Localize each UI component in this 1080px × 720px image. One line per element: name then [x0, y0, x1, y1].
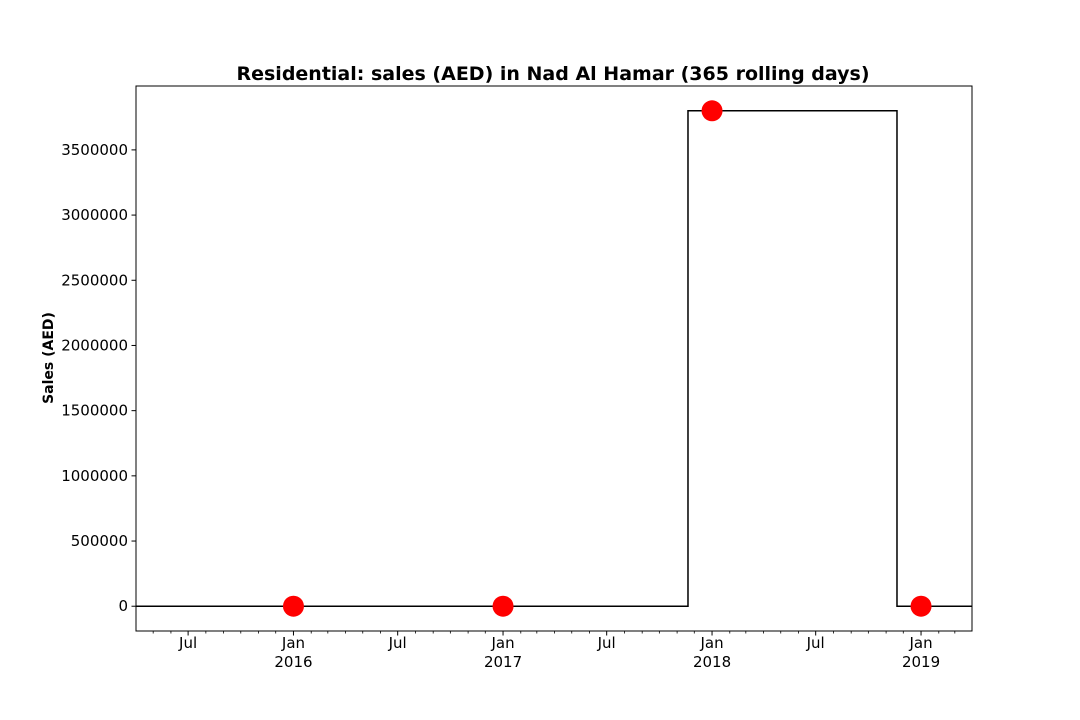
x-tick-label: Jul — [597, 634, 616, 652]
x-tick-label: Jul — [806, 634, 825, 652]
y-tick-label: 1500000 — [61, 402, 128, 420]
y-tick-label: 3500000 — [61, 141, 128, 159]
y-axis-label: Sales (AED) — [41, 312, 57, 404]
y-tick-label: 1000000 — [61, 467, 128, 485]
data-point-marker — [701, 100, 723, 122]
x-tick-year-label: 2018 — [693, 653, 731, 671]
chart-title: Residential: sales (AED) in Nad Al Hamar… — [236, 63, 869, 85]
y-tick-label: 2500000 — [61, 271, 128, 289]
x-tick-label: Jan — [281, 634, 305, 652]
x-tick-year-label: 2016 — [274, 653, 312, 671]
x-tick-label: Jan — [699, 634, 723, 652]
x-tick-year-label: 2017 — [484, 653, 522, 671]
data-point-marker — [282, 595, 304, 617]
x-tick-label: Jul — [178, 634, 197, 652]
data-point-marker — [910, 595, 932, 617]
y-tick-label: 500000 — [71, 532, 128, 550]
rolling-sales-line — [136, 110, 972, 607]
y-tick-label: 2000000 — [61, 336, 128, 354]
plot-frame — [135, 85, 973, 632]
x-tick-year-label: 2019 — [902, 653, 940, 671]
x-tick-label: Jan — [490, 634, 514, 652]
y-tick-label: 0 — [118, 597, 128, 615]
x-tick-label: Jul — [388, 634, 407, 652]
x-tick-label: Jan — [908, 634, 932, 652]
data-point-marker — [492, 595, 514, 617]
y-tick-label: 3000000 — [61, 206, 128, 224]
